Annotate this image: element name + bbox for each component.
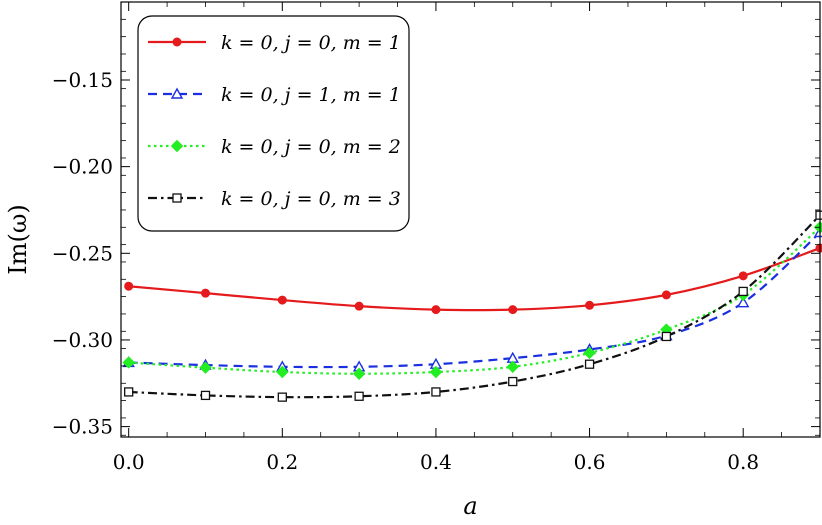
series-3 — [122, 221, 822, 380]
legend-label: k = 0, j = 0, m = 2 — [221, 136, 401, 158]
legend-marker — [170, 139, 184, 153]
data-point — [736, 296, 750, 308]
data-point — [352, 367, 366, 380]
data-point — [122, 356, 135, 369]
data-point — [585, 300, 595, 310]
data-point — [124, 387, 134, 397]
legend: k = 0, j = 0, m = 1 k = 0, j = 1, m = 1 k … — [137, 15, 410, 232]
y-axis-label: Im(ω) — [4, 204, 32, 275]
legend-marker — [170, 87, 184, 99]
series-1 — [124, 243, 822, 315]
legend-item: k = 0, j = 0, m = 3 — [148, 188, 401, 210]
legend-box — [137, 15, 410, 232]
legend-item: k = 0, j = 0, m = 2 — [148, 136, 401, 158]
data-point — [815, 210, 822, 220]
legend-item: k = 0, j = 0, m = 1 — [148, 32, 401, 54]
series-layer — [122, 210, 822, 402]
data-point — [200, 390, 211, 401]
y-tick-label: −0.25 — [52, 241, 113, 265]
data-point — [354, 391, 364, 401]
data-point — [276, 365, 289, 379]
y-tick-label: −0.15 — [52, 68, 113, 92]
data-point — [200, 288, 210, 298]
legend-label: k = 0, j = 0, m = 1 — [221, 32, 401, 54]
data-point — [508, 376, 518, 387]
series-line — [128, 226, 821, 375]
data-point — [354, 301, 364, 311]
ticks-layer: 0.0 0.2 0.4 0.6 0.8 −0.35 −0.30 −0.25 −0.20 −0.15 — [52, 2, 821, 474]
data-point — [738, 271, 748, 281]
data-point — [661, 331, 672, 342]
data-point — [431, 305, 441, 315]
x-tick-label: 0.6 — [574, 450, 606, 474]
x-axis-label: a — [463, 492, 477, 520]
data-point — [584, 359, 595, 369]
data-point — [431, 387, 441, 397]
data-point — [277, 295, 287, 305]
data-point — [815, 243, 822, 253]
y-tick-label: −0.20 — [52, 155, 113, 179]
data-point — [277, 392, 287, 402]
data-point — [738, 286, 748, 297]
y-tick-label: −0.35 — [52, 415, 113, 439]
data-point — [506, 360, 519, 374]
series-2 — [122, 226, 822, 372]
series-4 — [124, 210, 822, 402]
legend-item: k = 0, j = 1, m = 1 — [148, 84, 401, 106]
x-tick-label: 0.4 — [420, 450, 452, 474]
data-point — [661, 290, 671, 300]
x-tick-label: 0.0 — [113, 450, 145, 474]
data-point — [583, 346, 596, 360]
data-point — [199, 361, 212, 374]
data-point — [124, 281, 134, 291]
data-point — [429, 365, 443, 379]
data-point — [508, 305, 518, 315]
series-line — [128, 214, 821, 399]
legend-marker — [172, 37, 182, 47]
y-tick-label: −0.30 — [52, 328, 113, 352]
x-tick-label: 0.2 — [266, 450, 298, 474]
series-line — [128, 231, 821, 369]
legend-label: k = 0, j = 0, m = 3 — [221, 188, 401, 210]
legend-label: k = 0, j = 1, m = 1 — [221, 84, 401, 106]
plot-frame — [120, 1, 821, 438]
x-tick-label: 0.8 — [727, 450, 759, 474]
legend-marker — [172, 193, 182, 203]
series-line — [128, 247, 821, 312]
